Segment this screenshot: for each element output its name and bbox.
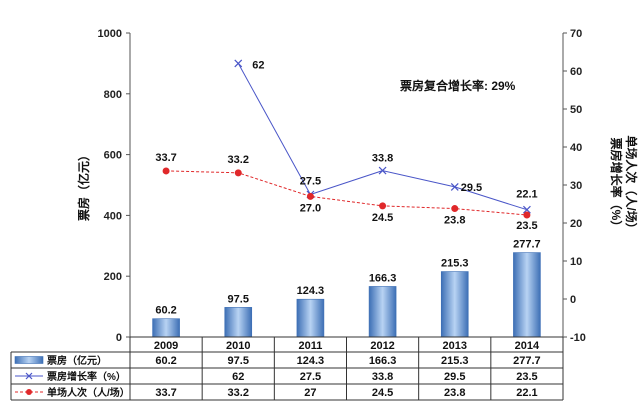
growth-data-label: 62	[252, 59, 264, 71]
table-cell: 27.5	[300, 371, 321, 383]
bar-data-label: 97.5	[228, 293, 249, 305]
legend-key	[14, 356, 44, 364]
legend-label: 票房增长率（%）	[47, 370, 126, 383]
left-tick-label: 1000	[98, 28, 122, 40]
left-tick-label: 0	[116, 332, 122, 344]
table-cell: 23.5	[516, 371, 537, 383]
legend-label: 单场人次（人/场）	[47, 386, 130, 399]
table-cell: 277.7	[513, 355, 541, 367]
bar-data-label: 215.3	[441, 258, 469, 270]
point-x-b	[522, 205, 531, 214]
left-tick-label: 200	[104, 271, 122, 283]
bar-data-label: 277.7	[513, 239, 541, 251]
point	[306, 192, 314, 200]
point	[379, 202, 387, 210]
table-cell: 33.7	[155, 387, 176, 399]
table-cell: 29.5	[444, 371, 465, 383]
category-label: 2012	[370, 340, 394, 352]
legend-bar-swatch	[14, 356, 44, 364]
data-table: 2009 2010 2011 2012 2013 2014 票房（亿元） 60.2 97.5 12…	[10, 336, 564, 401]
table-cell: 124.3	[297, 355, 325, 367]
point	[378, 166, 387, 175]
legend-key	[15, 389, 43, 395]
category-label: 2014	[515, 340, 540, 352]
right-axis-title-line: 票房增长率（%）	[609, 138, 624, 233]
table-cell: 60.2	[155, 355, 176, 367]
people-per-show-data-label: 27.0	[300, 202, 321, 214]
left-tick-label: 600	[104, 150, 122, 162]
bar	[368, 286, 397, 338]
left-tick-label: 400	[104, 210, 122, 222]
right-tick-label: 20	[570, 218, 582, 230]
point-x-b	[234, 59, 243, 68]
bar	[224, 307, 253, 338]
bar-data-label: 60.2	[155, 305, 176, 317]
line-path	[166, 170, 527, 216]
table-cell: 62	[232, 371, 244, 383]
point	[162, 167, 170, 175]
right-tick-label: 60	[570, 66, 582, 78]
chart-annotation: 票房复合增长率: 29%	[400, 78, 516, 93]
right-axis-title-line: 单场人次（人/场）	[624, 135, 639, 234]
data-labels: 60.2 97.5 124.3 166.3 215.3 277.7 62 27.5 33.8 29…	[155, 59, 540, 316]
people-per-show-data-label: 23.8	[444, 215, 465, 227]
growth-data-label: 29.5	[461, 182, 482, 194]
people-per-show-data-label: 33.7	[155, 152, 176, 164]
legend-key	[15, 372, 43, 380]
point-x-b	[450, 182, 459, 191]
bar	[296, 298, 325, 338]
legend-marker-x	[25, 372, 33, 380]
table-cell: 23.8	[444, 387, 465, 399]
point	[522, 205, 531, 214]
point-x-b	[378, 166, 387, 175]
point	[234, 169, 242, 177]
left-tick-label: 800	[104, 89, 122, 101]
left-axis-title: 票房（亿元）	[76, 149, 91, 221]
bar-series	[152, 252, 541, 338]
axes	[129, 33, 564, 337]
bar	[440, 271, 469, 338]
line-series	[162, 59, 531, 219]
table-cell: 33.8	[372, 371, 393, 383]
left-axis-ticks: 0 200 400 600 800 1000	[98, 28, 130, 344]
point	[451, 205, 459, 213]
growth-data-label: 22.1	[516, 189, 537, 201]
category-label: 2013	[443, 340, 467, 352]
legend-marker-dot	[26, 389, 32, 395]
growth-data-label: 33.8	[372, 153, 393, 165]
table-cell: 24.5	[372, 387, 393, 399]
right-tick-label: 30	[570, 180, 582, 192]
table-cell: 22.1	[516, 387, 537, 399]
category-label: 2010	[226, 340, 250, 352]
right-tick-label: 0	[570, 294, 576, 306]
right-tick-label: 40	[570, 142, 582, 154]
table-cell: 33.2	[228, 387, 249, 399]
right-tick-label: -10	[570, 332, 586, 344]
bar	[513, 252, 541, 338]
right-tick-label: 70	[570, 28, 582, 40]
bar-data-label: 124.3	[297, 285, 325, 297]
growth-data-label: 27.5	[300, 176, 321, 188]
people-per-show-data-label: 24.5	[372, 212, 393, 224]
right-tick-label: 50	[570, 104, 582, 116]
table-cell: 166.3	[369, 355, 397, 367]
bar	[152, 318, 180, 338]
point	[234, 59, 243, 68]
people-per-show-data-label: 23.5	[516, 220, 537, 232]
point	[523, 211, 531, 219]
category-label: 2009	[154, 340, 178, 352]
table-cell: 27	[304, 387, 316, 399]
right-axis-ticks: -10 0 10 20 30 40 50 60 70	[563, 28, 586, 344]
table-cell: 215.3	[441, 355, 469, 367]
right-tick-label: 10	[570, 256, 582, 268]
point	[450, 182, 459, 191]
table-cell: 97.5	[228, 355, 249, 367]
bar-data-label: 166.3	[369, 272, 397, 284]
legend-label: 票房（亿元）	[47, 354, 107, 367]
people-per-show-data-label: 33.2	[228, 154, 249, 166]
category-label: 2011	[298, 340, 322, 352]
right-axis-title: 票房增长率（%） 单场人次（人/场）	[609, 135, 639, 234]
